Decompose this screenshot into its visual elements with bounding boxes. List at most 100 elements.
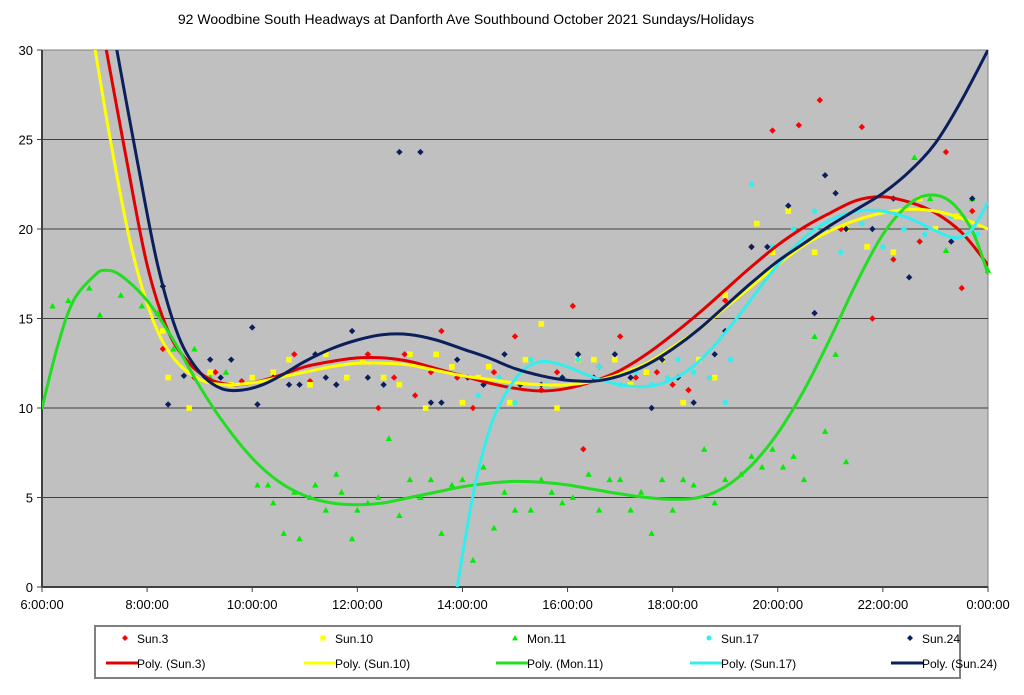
data-point bbox=[821, 172, 829, 179]
data-point bbox=[612, 356, 618, 363]
legend-item: Mon.11 bbox=[512, 632, 566, 646]
data-point bbox=[65, 297, 72, 304]
legend-label: Sun.24 bbox=[922, 632, 960, 646]
data-point bbox=[816, 96, 824, 104]
data-point bbox=[538, 321, 545, 327]
data-point bbox=[653, 369, 661, 376]
data-point bbox=[270, 369, 277, 375]
data-point bbox=[333, 381, 340, 388]
data-point bbox=[569, 302, 577, 310]
data-point bbox=[322, 374, 329, 381]
legend-label: Sun.10 bbox=[335, 632, 373, 646]
data-point bbox=[496, 374, 502, 381]
data-point bbox=[449, 364, 455, 370]
y-tick-label: 5 bbox=[26, 491, 33, 506]
data-point bbox=[880, 244, 886, 250]
data-point bbox=[627, 506, 634, 513]
data-point bbox=[512, 399, 518, 406]
gridlines bbox=[42, 139, 988, 498]
data-point bbox=[722, 297, 729, 304]
data-point bbox=[832, 190, 839, 197]
data-point bbox=[438, 327, 445, 335]
legend-label: Sun.17 bbox=[721, 632, 759, 646]
x-tick-label: 6:00:00 bbox=[20, 597, 63, 612]
data-point bbox=[548, 488, 555, 495]
data-point bbox=[222, 369, 230, 375]
data-point bbox=[96, 311, 104, 318]
data-point bbox=[675, 356, 681, 363]
data-point bbox=[611, 351, 619, 358]
x-tick-label: 16:00:00 bbox=[542, 597, 593, 612]
data-point bbox=[658, 356, 666, 363]
data-point bbox=[606, 476, 613, 483]
data-point bbox=[511, 333, 519, 340]
legend-item: Poly. (Sun.17) bbox=[690, 657, 796, 671]
data-point bbox=[711, 499, 718, 506]
data-point bbox=[375, 404, 382, 412]
data-point bbox=[407, 351, 413, 358]
data-point bbox=[769, 249, 776, 256]
data-point bbox=[117, 292, 125, 298]
data-point bbox=[559, 374, 566, 381]
data-point bbox=[469, 404, 477, 412]
data-point bbox=[138, 302, 146, 309]
data-point bbox=[396, 381, 403, 388]
data-point bbox=[811, 309, 818, 317]
data-point bbox=[722, 476, 729, 483]
data-point bbox=[286, 356, 292, 363]
data-point bbox=[969, 195, 976, 202]
legend-label: Poly. (Sun.10) bbox=[335, 657, 410, 671]
data-point bbox=[890, 249, 897, 256]
data-point bbox=[344, 374, 350, 381]
data-point bbox=[438, 399, 445, 406]
data-point bbox=[948, 238, 955, 245]
data-point bbox=[453, 356, 461, 363]
data-point bbox=[632, 374, 640, 381]
data-point bbox=[958, 284, 965, 292]
data-point bbox=[905, 274, 913, 281]
data-point bbox=[312, 481, 319, 488]
data-point bbox=[575, 356, 581, 363]
data-point bbox=[769, 445, 776, 452]
trendline-poly-mon-11 bbox=[42, 193, 988, 507]
data-point bbox=[811, 249, 818, 256]
data-point bbox=[922, 231, 928, 238]
data-point bbox=[790, 226, 797, 232]
data-point bbox=[969, 207, 976, 215]
x-tick-label: 0:00:00 bbox=[966, 597, 1009, 612]
data-point bbox=[249, 324, 256, 331]
data-point bbox=[49, 302, 56, 309]
data-point bbox=[264, 481, 272, 488]
data-point bbox=[375, 494, 382, 501]
data-point bbox=[427, 476, 435, 483]
legend-label: Sun.3 bbox=[137, 632, 169, 646]
data-point bbox=[711, 351, 718, 358]
data-point bbox=[869, 225, 876, 233]
legend-box bbox=[94, 625, 961, 679]
data-point bbox=[359, 356, 366, 363]
legend-label: Poly. (Sun.17) bbox=[721, 657, 796, 671]
data-point bbox=[385, 435, 393, 441]
data-point bbox=[401, 351, 408, 358]
data-point bbox=[837, 225, 845, 233]
data-point bbox=[616, 333, 624, 340]
data-point bbox=[554, 405, 560, 411]
data-point bbox=[585, 471, 592, 477]
data-point bbox=[322, 506, 329, 513]
data-point bbox=[506, 399, 513, 406]
data-point bbox=[864, 244, 870, 250]
data-point bbox=[790, 453, 797, 459]
trendlines bbox=[42, 50, 988, 587]
data-point bbox=[249, 374, 256, 381]
data-point bbox=[580, 445, 587, 453]
data-point bbox=[569, 494, 577, 501]
trendline-poly-sun-3 bbox=[104, 50, 988, 393]
data-point bbox=[574, 351, 582, 358]
legend-label: Poly. (Sun.3) bbox=[137, 657, 205, 671]
data-point bbox=[859, 220, 865, 227]
legend: Sun.3 Sun.10 Mon.11 Sun.17 Sun.24 Poly. (Sun.… bbox=[106, 632, 997, 671]
legend-item: Sun.3 bbox=[122, 632, 169, 646]
data-point bbox=[842, 458, 850, 465]
data-point bbox=[679, 476, 687, 483]
data-point bbox=[690, 399, 697, 406]
